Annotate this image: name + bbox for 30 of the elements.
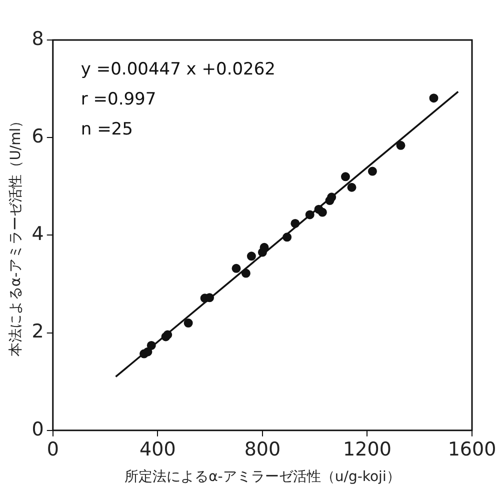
point (396, 140, 406, 150)
point (232, 264, 241, 273)
x-tick-label: 400 (140, 438, 176, 461)
point (305, 210, 314, 220)
point (246, 252, 256, 261)
x-tick-label: 0 (46, 438, 59, 461)
y-tick-label: 6 (32, 126, 44, 148)
x-tick-label: 1600 (448, 438, 496, 461)
point (282, 232, 292, 242)
point (340, 172, 350, 182)
point (241, 268, 250, 278)
point (368, 166, 377, 176)
x-tick-label: 800 (244, 438, 281, 461)
point (347, 182, 356, 192)
annotation: n =25 (80, 119, 133, 140)
x-tick-label: 1200 (343, 438, 392, 461)
point (327, 192, 336, 202)
x-axis-title: 所定法によるα-アミラーゼ活性（u/g-koji） (124, 469, 400, 486)
point (318, 208, 327, 217)
point (146, 340, 156, 350)
annotation: y =0.00447 x +0.0262 (80, 59, 276, 80)
annotation: r =0.997 (80, 89, 156, 110)
point (184, 318, 193, 328)
y-axis-title: 本法によるα-アミラーゼ活性（U/ml） (8, 114, 24, 357)
point (429, 94, 438, 103)
y-tick-label: 2 (32, 320, 44, 343)
y-tick-label: 4 (32, 223, 44, 246)
y-tick-label: 0 (32, 418, 44, 440)
point (290, 218, 300, 228)
y-tick-label: 8 (32, 28, 44, 50)
